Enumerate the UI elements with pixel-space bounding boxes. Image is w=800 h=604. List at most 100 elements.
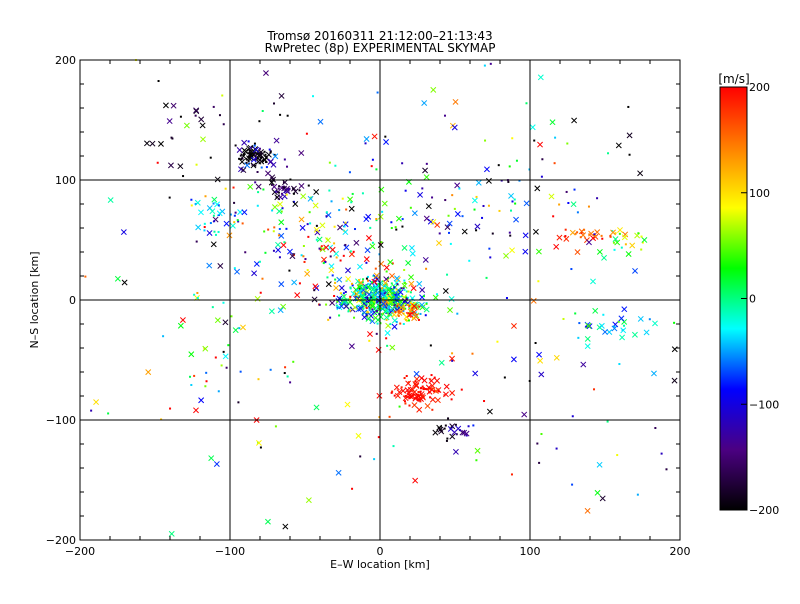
scatter-point-dot [352, 250, 355, 253]
scatter-point-x [511, 322, 517, 329]
scatter-point-dot [377, 283, 380, 286]
scatter-point-dot [194, 114, 197, 117]
scatter-point-x [404, 387, 411, 393]
scatter-point-x [275, 247, 282, 253]
scatter-point-x [239, 158, 246, 165]
scatter-point-x [537, 74, 544, 81]
scatter-point-x [412, 395, 419, 402]
scatter-point-dot [289, 381, 292, 384]
scatter-point-dot [419, 400, 422, 403]
scatter-point-dot [193, 293, 196, 296]
scatter-point-x [671, 346, 678, 353]
scatter-point-dot [435, 293, 438, 296]
scatter-point-dot [340, 301, 343, 304]
scatter-point-dot [329, 255, 332, 258]
scatter-point-dot [353, 228, 356, 231]
scatter-point-x [424, 403, 431, 409]
scatter-point-x [397, 289, 404, 296]
scatter-point-x [347, 196, 354, 203]
scatter-point-dot [421, 187, 424, 190]
scatter-point-dot [487, 204, 490, 207]
scatter-point-x [307, 195, 314, 202]
scatter-point-dot [342, 292, 345, 295]
scatter-point-dot [460, 388, 463, 391]
scatter-point-dot [376, 305, 379, 308]
scatter-point-x [522, 248, 529, 255]
scatter-point-dot [258, 260, 261, 263]
scatter-point-dot [394, 310, 397, 313]
scatter-point-dot [567, 201, 570, 204]
scatter-point-dot [381, 287, 384, 290]
scatter-point-dot [240, 158, 243, 161]
scatter-point-x [601, 254, 607, 261]
scatter-point-x [472, 370, 479, 377]
scatter-point-dot [578, 322, 581, 325]
scatter-point-x [393, 294, 400, 300]
scatter-point-x [570, 201, 577, 208]
scatter-point-x [420, 394, 426, 401]
scatter-point-x [241, 209, 248, 216]
scatter-point-dot [298, 282, 301, 285]
scatter-point-dot [583, 228, 586, 231]
scatter-point-dot [641, 241, 644, 244]
scatter-point-x [121, 279, 128, 286]
scatter-point-x [474, 223, 481, 230]
scatter-point-dot [618, 232, 621, 235]
scatter-point-dot [213, 230, 216, 233]
scatter-point-dot [333, 225, 336, 228]
scatter-point-dot [552, 215, 555, 218]
scatter-point-x [319, 246, 326, 253]
scatter-point-x [386, 288, 393, 295]
grid-lines [80, 60, 680, 540]
scatter-point-x [209, 208, 216, 215]
scatter-point-dot [400, 386, 403, 389]
scatter-point-dot [168, 196, 171, 199]
y-tick-label: 200 [55, 54, 76, 67]
scatter-point-x [258, 149, 264, 155]
scatter-point-dot [386, 294, 389, 297]
scatter-point-x [325, 281, 332, 288]
scatter-point-dot [381, 210, 384, 213]
scatter-point-dot [383, 285, 386, 288]
scatter-point-x [429, 382, 436, 389]
scatter-point-dot [107, 412, 110, 415]
scatter-point-dot [230, 315, 233, 318]
scatter-point-dot [283, 372, 286, 375]
scatter-point-dot [571, 415, 574, 418]
scatter-point-dot [614, 232, 617, 235]
scatter-point-x [120, 229, 127, 236]
scatter-point-x [626, 132, 633, 139]
scatter-point-x [411, 402, 418, 409]
scatter-point-x [429, 396, 436, 403]
scatter-point-dot [384, 135, 387, 138]
scatter-point-x [381, 200, 388, 207]
scatter-point-dot [260, 166, 263, 169]
scatter-point-dot [414, 380, 417, 383]
scatter-point-dot [280, 210, 283, 213]
scatter-point-dot [284, 366, 287, 369]
scatter-point-x [548, 193, 555, 200]
scatter-point-dot [391, 262, 394, 265]
scatter-point-x [449, 355, 456, 362]
scatter-point-x [222, 353, 229, 360]
scatter-point-x [448, 296, 455, 302]
scatter-point-dot [273, 226, 276, 229]
scatter-point-dot [491, 232, 494, 235]
scatter-point-dot [401, 218, 404, 221]
scatter-point-dot [251, 145, 254, 148]
scatter-point-dot [510, 209, 513, 212]
scatter-point-dot [407, 296, 410, 299]
scatter-point-dot [380, 313, 383, 316]
scatter-point-x [376, 392, 383, 399]
scatter-point-x [574, 249, 581, 256]
scatter-point-dot [279, 113, 282, 116]
scatter-point-x [342, 229, 349, 236]
scatter-point-dot [397, 299, 400, 302]
scatter-point-x [585, 322, 592, 329]
scatter-point-x [535, 248, 542, 255]
scatter-point-dot [415, 393, 418, 396]
scatter-point-dot [617, 320, 620, 323]
scatter-point-dot [371, 241, 374, 244]
scatter-point-dot [534, 342, 537, 345]
scatter-point-dot [331, 274, 334, 277]
